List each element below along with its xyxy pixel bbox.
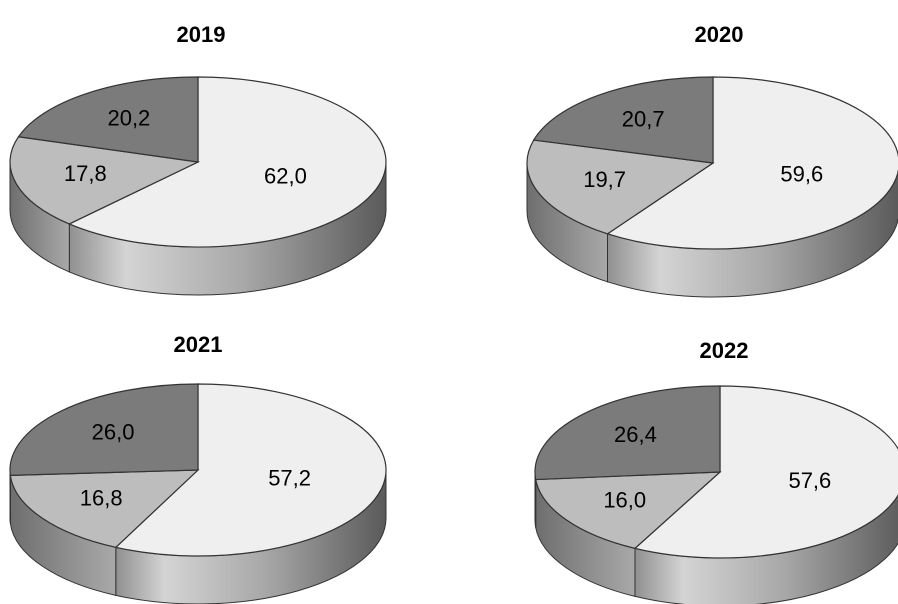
pie-slice bbox=[534, 385, 721, 481]
pie-data-label: 20,2 bbox=[107, 105, 150, 130]
pie-slice bbox=[526, 139, 715, 235]
pie-slice bbox=[114, 383, 387, 557]
pie-slice bbox=[9, 469, 200, 549]
pie-data-label: 16,8 bbox=[80, 486, 123, 511]
pie-slice bbox=[606, 76, 898, 250]
pie-data-label: 19,7 bbox=[583, 167, 626, 192]
pie-title: 2021 bbox=[174, 332, 223, 357]
pie-slice bbox=[67, 76, 387, 248]
pie-data-label: 57,2 bbox=[268, 465, 311, 490]
pie-slice bbox=[17, 76, 199, 163]
pie-data-label: 20,7 bbox=[622, 106, 665, 131]
pie-data-label: 26,4 bbox=[614, 422, 657, 447]
pie-slice bbox=[9, 383, 199, 477]
pie-slice bbox=[534, 471, 722, 550]
pie-chart-2020: 2020 59,6 19,7 20,7 bbox=[526, 22, 898, 298]
pie-slice bbox=[532, 76, 714, 164]
pie-data-label: 17,8 bbox=[64, 161, 107, 186]
pie-title: 2022 bbox=[700, 338, 749, 363]
pie-slice bbox=[9, 136, 201, 225]
pie-data-label: 62,0 bbox=[264, 163, 307, 188]
pie-data-label: 26,0 bbox=[92, 419, 135, 444]
pie-data-label: 16,0 bbox=[603, 488, 646, 513]
pie-chart-2022: 2022 57,6 16,0 26,4 bbox=[534, 338, 898, 604]
pie-data-label: 59,6 bbox=[780, 162, 823, 187]
pie-side bbox=[534, 471, 898, 604]
pie-chart-2019: 2019 62,0 17,8 20,2 bbox=[9, 22, 387, 296]
pie-title: 2020 bbox=[695, 22, 744, 47]
pie-slice bbox=[633, 385, 898, 559]
pie-data-label: 57,6 bbox=[788, 468, 831, 493]
pie-chart-2021: 2021 57,2 16,8 26,0 bbox=[9, 332, 387, 604]
pie-title: 2019 bbox=[177, 22, 226, 47]
